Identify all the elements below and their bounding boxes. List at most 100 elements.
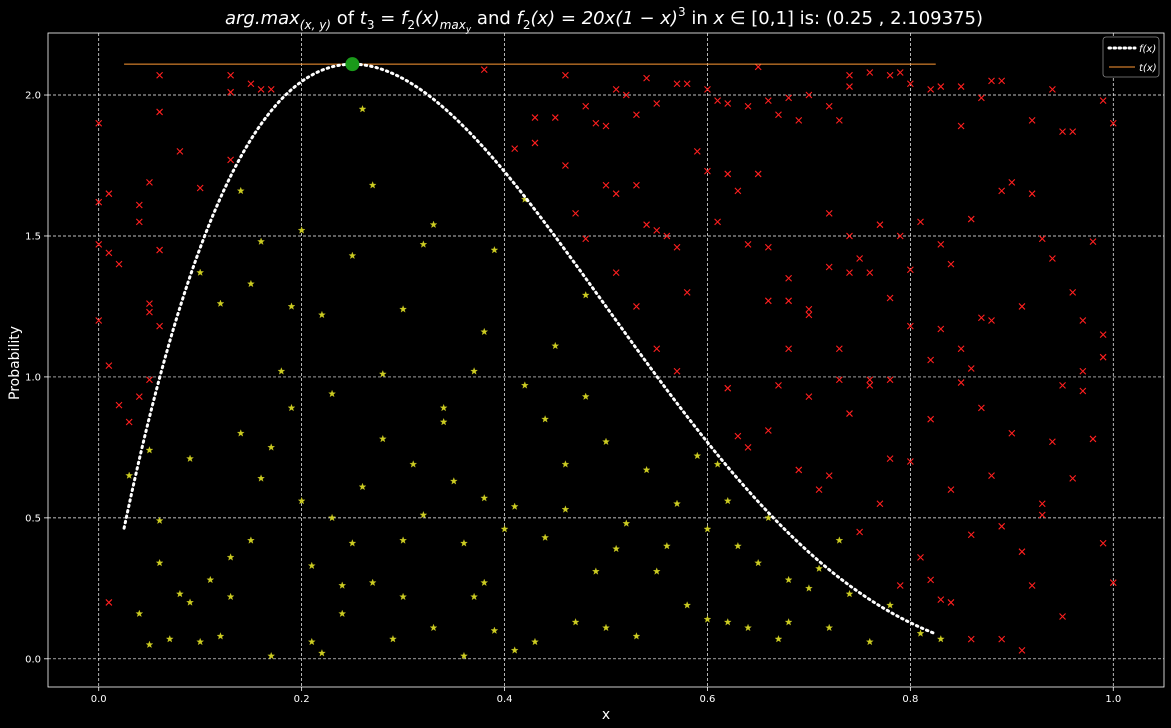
x-tick-label: 0.4 xyxy=(497,694,513,705)
y-tick-label: 1.5 xyxy=(25,231,41,242)
accepted-point xyxy=(155,516,164,524)
rejected-point xyxy=(775,111,782,119)
rejected-point xyxy=(1038,235,1046,243)
accepted-point xyxy=(622,519,631,527)
accepted-point xyxy=(916,629,925,637)
rejected-point xyxy=(95,241,103,248)
accepted-point xyxy=(825,623,834,632)
rejected-point xyxy=(551,114,559,121)
accepted-point xyxy=(145,640,154,648)
rejected-point xyxy=(967,531,975,539)
rejected-point xyxy=(734,432,742,440)
accepted-point xyxy=(561,460,570,468)
title-prefix: arg.max xyxy=(225,8,300,29)
accepted-point xyxy=(541,415,549,423)
rejected-point xyxy=(622,91,630,99)
rejected-point xyxy=(146,300,153,308)
accepted-point xyxy=(480,494,489,502)
rejected-point xyxy=(1059,381,1066,389)
rejected-point xyxy=(825,263,833,271)
rejected-point xyxy=(815,486,823,494)
rejected-point xyxy=(805,305,813,313)
accepted-point xyxy=(551,341,560,350)
title-f-sub: 2 xyxy=(407,18,415,32)
accepted-point xyxy=(328,513,336,522)
accepted-point xyxy=(480,578,489,586)
rejected-point xyxy=(1038,511,1046,519)
title-prefix-sub: (x, y) xyxy=(300,18,331,32)
accepted-point xyxy=(267,443,276,451)
rejected-point xyxy=(866,269,874,277)
accepted-point xyxy=(409,460,418,468)
rejected-point xyxy=(1008,179,1016,186)
accepted-point xyxy=(135,609,144,617)
rejected-point xyxy=(835,345,843,353)
rejected-point xyxy=(896,582,904,589)
rejected-point xyxy=(135,218,143,226)
accepted-point xyxy=(652,567,661,575)
rejected-point xyxy=(704,167,711,175)
rejected-point xyxy=(764,297,772,305)
rejected-point xyxy=(937,241,945,248)
rejected-point xyxy=(1059,613,1066,620)
rejected-point xyxy=(785,274,793,282)
accepted-point xyxy=(125,471,134,479)
rejected-point xyxy=(896,232,904,240)
rejected-point xyxy=(967,215,975,223)
accepted-point xyxy=(663,542,671,550)
rejected-point xyxy=(846,83,853,90)
chart-title: arg.max(x, y) of t3 = f2(x)maxy and f2(x… xyxy=(225,5,983,35)
rejected-point xyxy=(937,83,945,90)
accepted-point xyxy=(774,635,783,643)
accepted-point xyxy=(176,589,184,598)
accepted-point xyxy=(835,536,844,544)
title-eq1: = f xyxy=(375,8,411,29)
rejected-point xyxy=(572,210,579,217)
rejected-point xyxy=(693,148,701,155)
rejected-point xyxy=(927,356,935,364)
rejected-point xyxy=(866,376,874,384)
accepted-point xyxy=(338,609,347,617)
accepted-point xyxy=(247,536,255,544)
rejected-point xyxy=(227,71,235,79)
rejected-point xyxy=(846,269,853,277)
rejected-point xyxy=(480,66,488,74)
rejected-point xyxy=(1099,539,1107,547)
y-axis-label: Probability xyxy=(7,326,23,400)
rejected-point xyxy=(835,376,843,384)
accepted-point xyxy=(226,553,235,561)
rejected-point xyxy=(156,71,163,79)
accepted-point xyxy=(348,251,357,259)
accepted-point xyxy=(257,237,265,245)
rejected-point xyxy=(1069,128,1077,136)
rejected-point xyxy=(856,255,864,262)
accepted-point xyxy=(429,220,438,228)
rejected-point xyxy=(947,599,955,606)
rejected-point xyxy=(196,184,204,192)
accepted-point xyxy=(723,618,732,626)
title-f2: f xyxy=(517,8,526,29)
rejected-point xyxy=(257,85,265,93)
accepted-point xyxy=(216,632,225,640)
accepted-point xyxy=(703,615,712,623)
rejected-point xyxy=(957,379,965,386)
accepted-point xyxy=(734,542,742,550)
rejected-point xyxy=(1089,238,1097,245)
accepted-point xyxy=(307,561,316,570)
accepted-point xyxy=(399,536,407,544)
rejected-point xyxy=(1109,119,1117,127)
rejected-point xyxy=(744,241,752,248)
rejected-point xyxy=(1028,582,1036,589)
accepted-point xyxy=(581,392,590,400)
rejected-point xyxy=(1089,435,1097,443)
rejected-point xyxy=(146,179,153,186)
accepted-point xyxy=(693,451,702,460)
accepted-point xyxy=(531,637,539,646)
rejected-point xyxy=(653,100,661,107)
accepted-point xyxy=(571,618,580,626)
rejected-point xyxy=(866,69,874,76)
rejected-point xyxy=(95,198,103,206)
rejected-point xyxy=(886,376,894,384)
x-tick-label: 0.6 xyxy=(700,694,716,705)
